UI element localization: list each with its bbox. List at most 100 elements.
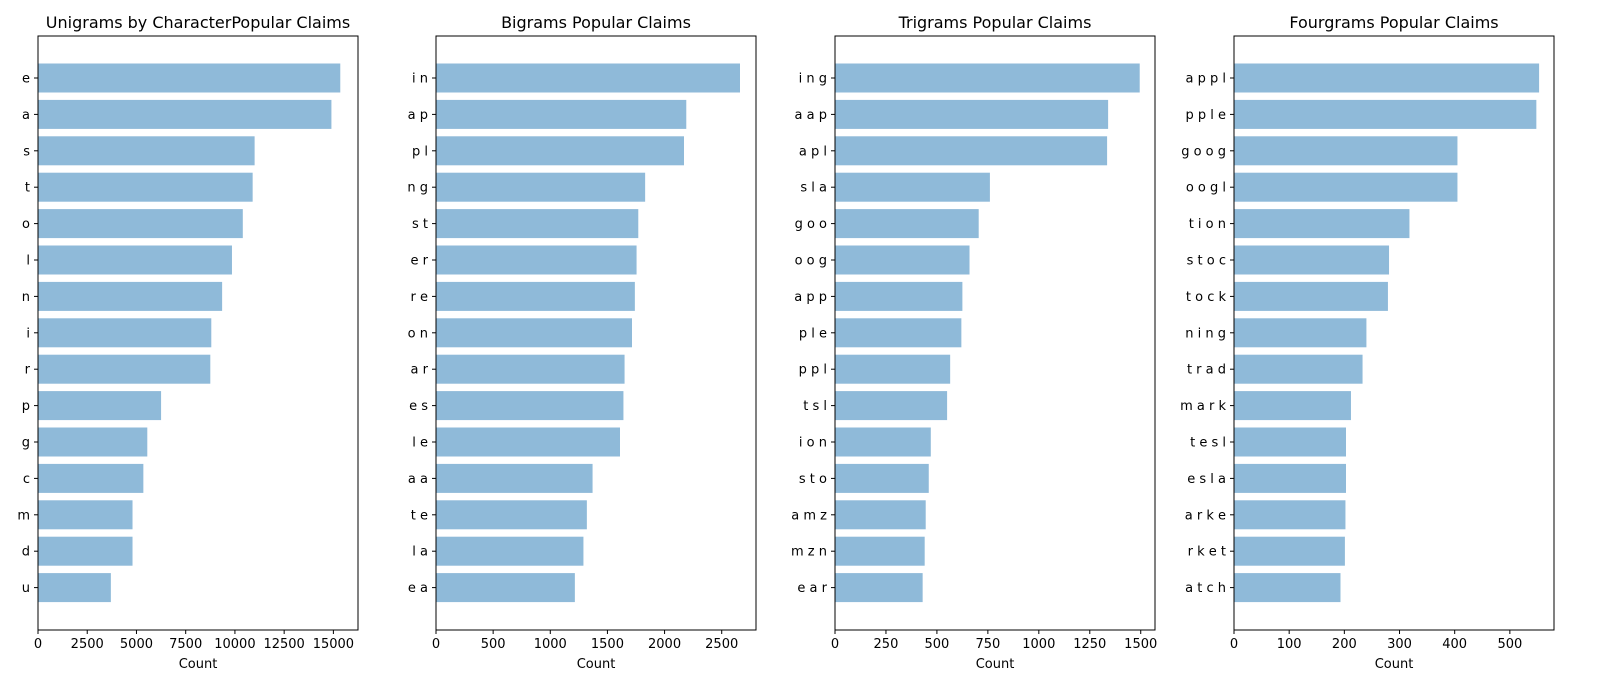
bar bbox=[835, 245, 970, 275]
y-tick-label: l e bbox=[412, 436, 428, 451]
bar bbox=[835, 354, 951, 384]
x-tick-label: 0 bbox=[432, 637, 440, 652]
bar bbox=[835, 391, 948, 421]
bar bbox=[436, 318, 632, 348]
y-tick-label: m z n bbox=[791, 545, 827, 560]
y-tick-label: i bbox=[26, 326, 30, 341]
y-tick-label: g bbox=[22, 436, 30, 451]
y-tick-label: p l e bbox=[799, 326, 827, 341]
x-tick-label: 12500 bbox=[263, 637, 304, 652]
x-tick-label: 0 bbox=[34, 637, 42, 652]
bar bbox=[1234, 391, 1351, 421]
x-tick-label: 15000 bbox=[313, 637, 354, 652]
y-tick-label: l bbox=[26, 254, 30, 269]
y-tick-label: a a p bbox=[795, 108, 827, 123]
y-tick-label: t e bbox=[411, 508, 428, 523]
x-tick-label: 100 bbox=[1277, 637, 1302, 652]
bar bbox=[1234, 463, 1346, 493]
bar bbox=[38, 427, 148, 457]
bar bbox=[436, 391, 624, 421]
y-tick-label: p p l e bbox=[1185, 108, 1226, 123]
bar bbox=[1234, 209, 1410, 239]
y-tick-label: e a r bbox=[797, 581, 827, 596]
chart-title: Trigrams Popular Claims bbox=[898, 13, 1092, 32]
bar bbox=[436, 463, 593, 493]
y-tick-label: s t bbox=[412, 217, 428, 232]
y-tick-label: a r k e bbox=[1185, 508, 1226, 523]
y-tick-label: n g bbox=[407, 181, 428, 196]
bar bbox=[436, 281, 635, 311]
y-tick-label: e a bbox=[408, 581, 428, 596]
bar bbox=[1234, 427, 1346, 457]
bar bbox=[38, 536, 133, 566]
y-tick-label: a a bbox=[408, 472, 428, 487]
y-tick-label: i o n bbox=[799, 436, 827, 451]
chart-panel-3: i n g a a p a p l s l a g o o o o g a p p p l e… bbox=[791, 13, 1157, 672]
bar bbox=[38, 281, 223, 311]
chart-title: Bigrams Popular Claims bbox=[501, 13, 691, 32]
y-tick-label: o n bbox=[408, 326, 428, 341]
y-tick-label: t bbox=[25, 181, 30, 196]
x-tick-label: 5000 bbox=[120, 637, 153, 652]
x-tick-label: 7500 bbox=[169, 637, 202, 652]
x-tick-label: 1500 bbox=[591, 637, 624, 652]
bar bbox=[38, 245, 232, 275]
y-tick-label: a r bbox=[411, 363, 429, 378]
y-tick-label: t r a d bbox=[1187, 363, 1226, 378]
x-tick-label: 2000 bbox=[648, 637, 681, 652]
bar bbox=[436, 245, 637, 275]
x-tick-label: 250 bbox=[874, 637, 899, 652]
bar bbox=[1234, 99, 1537, 129]
y-tick-label: e s l a bbox=[1187, 472, 1226, 487]
bar bbox=[38, 99, 332, 129]
x-tick-label: 500 bbox=[481, 637, 506, 652]
y-tick-label: t o c k bbox=[1186, 290, 1227, 305]
y-tick-label: e s bbox=[409, 399, 428, 414]
y-tick-label: a p p bbox=[794, 290, 827, 305]
bar bbox=[38, 136, 255, 166]
bar bbox=[38, 463, 144, 493]
y-tick-label: o o g l bbox=[1186, 181, 1226, 196]
chart-panel-4: a p p l p p l e g o o g o o g l t i o n s t o… bbox=[1180, 13, 1555, 672]
bar bbox=[38, 209, 243, 239]
bar bbox=[436, 172, 646, 202]
bar bbox=[1234, 536, 1345, 566]
y-tick-label: o bbox=[22, 217, 30, 232]
bar bbox=[835, 172, 990, 202]
bar bbox=[835, 536, 925, 566]
bar bbox=[1234, 354, 1363, 384]
bar bbox=[835, 500, 926, 530]
y-tick-label: i n bbox=[412, 72, 428, 87]
y-tick-label: a m z bbox=[791, 508, 827, 523]
bar bbox=[1234, 245, 1390, 275]
bar bbox=[835, 209, 979, 239]
x-tick-label: 750 bbox=[975, 637, 1000, 652]
y-tick-label: n i n g bbox=[1185, 326, 1226, 341]
chart-title: Fourgrams Popular Claims bbox=[1289, 13, 1498, 32]
bar bbox=[1234, 573, 1341, 603]
y-tick-label: r bbox=[25, 363, 31, 378]
y-tick-label: t e s l bbox=[1190, 436, 1226, 451]
y-tick-label: l a bbox=[412, 545, 428, 560]
y-tick-label: a p p l bbox=[1186, 72, 1226, 87]
x-axis-label: Count bbox=[577, 657, 616, 672]
bar bbox=[38, 391, 162, 421]
bar bbox=[38, 172, 253, 202]
x-tick-label: 1000 bbox=[1022, 637, 1055, 652]
y-tick-label: o o g bbox=[795, 254, 827, 269]
bar bbox=[835, 463, 929, 493]
bar bbox=[1234, 63, 1540, 93]
bar bbox=[436, 99, 687, 129]
x-axis-label: Count bbox=[1375, 657, 1414, 672]
bar bbox=[436, 536, 584, 566]
y-tick-label: p l bbox=[412, 144, 428, 159]
y-tick-label: r e bbox=[411, 290, 428, 305]
bar bbox=[1234, 136, 1458, 166]
bar bbox=[835, 573, 923, 603]
chart-panel-2: i n a p p l n g s t e r r e o n a r e s l e a a t e l… bbox=[407, 13, 757, 672]
x-tick-label: 2500 bbox=[71, 637, 104, 652]
y-tick-label: s bbox=[23, 144, 30, 159]
bar bbox=[38, 573, 111, 603]
chart-panel-1: e a s t o l n i r p g c m d u 0 2500 5000 7500 10000 12500 15… bbox=[17, 13, 359, 672]
